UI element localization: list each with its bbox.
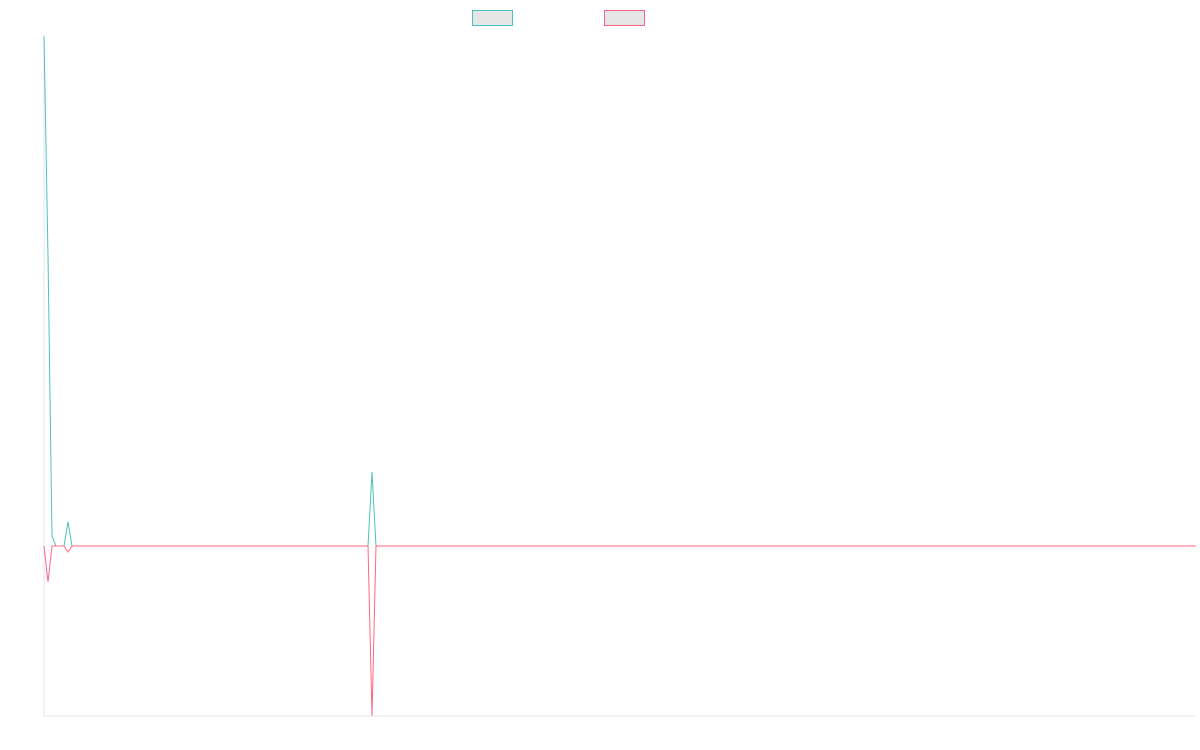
series-line — [43, 545, 1196, 717]
legend-swatch[interactable] — [472, 10, 513, 26]
series-line — [43, 35, 1196, 547]
legend-swatch[interactable] — [604, 10, 645, 26]
